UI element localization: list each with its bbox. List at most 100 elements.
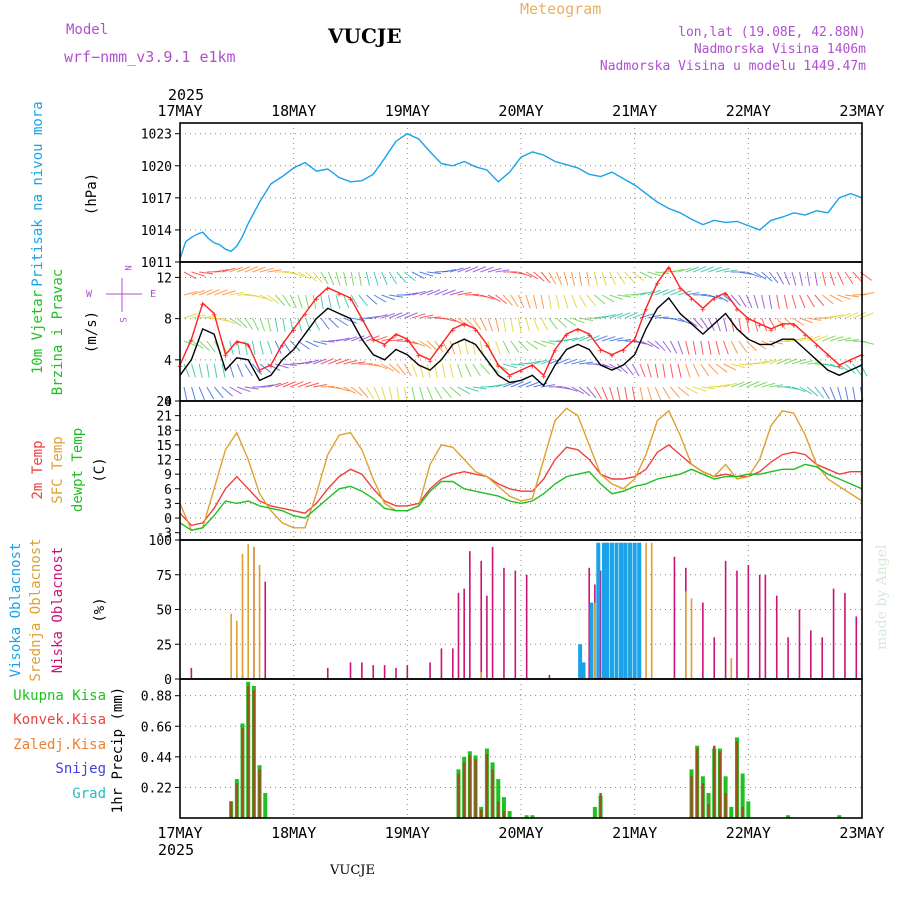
wind-arrow <box>609 386 615 401</box>
wind-arrow <box>579 335 593 342</box>
wind-arrow <box>693 386 707 392</box>
precip-conv-bar <box>479 809 483 818</box>
wind-arrow <box>313 340 327 345</box>
wind-arrow <box>404 312 418 319</box>
wind-arrow <box>776 271 785 285</box>
cloud-high-bar <box>628 542 633 679</box>
wind-arrow <box>350 294 359 308</box>
cloud-high-bar <box>623 542 628 679</box>
wind-arrow <box>252 266 266 273</box>
cloud-low-bar <box>775 595 778 679</box>
wind-arrow <box>411 340 426 347</box>
precip-panel: 0.22 0.44 0.66 0.88 1hr Precip (mm) Ukupna … <box>13 678 863 819</box>
wind-arrow <box>404 271 416 282</box>
wind-arrow <box>594 335 608 342</box>
wind-arrow <box>221 317 235 325</box>
sfc_temp-line <box>179 407 863 532</box>
wind-arrow <box>525 340 538 350</box>
wind-arrow <box>343 386 357 394</box>
wind-arrow <box>761 271 773 282</box>
wind-arrow <box>206 363 210 378</box>
wind-arrow <box>351 335 365 342</box>
wind-arrow <box>670 386 680 398</box>
wind-arrow <box>267 382 282 388</box>
wind-arrow <box>305 294 310 309</box>
wind-arrow <box>191 386 196 401</box>
wind-arrow <box>297 381 312 388</box>
wind-arrow <box>525 317 531 332</box>
watermark: made by Angel <box>874 544 890 650</box>
precip-total-bar <box>263 792 268 818</box>
gust-point: + <box>814 341 820 351</box>
wind-arrow <box>669 363 674 378</box>
wind-arrow <box>822 315 837 319</box>
wind-arrow <box>191 271 206 277</box>
wind-arrow <box>305 359 320 365</box>
wind-arrow <box>487 294 501 302</box>
wind-arrow <box>639 386 644 401</box>
cloud-mid-bar <box>236 620 238 679</box>
wind-arrow <box>571 294 578 309</box>
gust-point: + <box>586 331 592 341</box>
gust-point: + <box>393 331 399 341</box>
time-axis-top: 17MAY 18MAY 19MAY 20MAY 21MAY 22MAY 23MAY <box>157 102 884 120</box>
wind-arrow <box>442 386 452 399</box>
wind-arrow <box>396 386 400 401</box>
wind-arrow <box>647 289 661 296</box>
precip-conv-bar <box>491 769 494 818</box>
wind-arrow <box>297 317 303 332</box>
compass-n: N <box>122 265 132 270</box>
wind-arrow <box>495 317 500 332</box>
wind-arrow <box>464 317 476 329</box>
wind-arrow <box>403 363 412 377</box>
y-tick-label: 21 <box>156 410 172 425</box>
wind-arrow <box>723 363 737 371</box>
wind-arrow <box>411 386 416 401</box>
wind-arrow <box>183 363 190 378</box>
wind-arrow <box>791 386 806 392</box>
gust-point: + <box>712 295 718 305</box>
wind-arrow <box>647 271 662 277</box>
cloud-low-bar <box>326 667 329 679</box>
cloud-mid-bar <box>645 542 647 679</box>
cloud-mid-bar <box>594 602 596 679</box>
wind-arrow <box>753 360 768 365</box>
wind-arrow <box>343 271 348 286</box>
wind-arrow <box>685 386 699 395</box>
wind-arrow <box>267 340 273 355</box>
wind-arrow <box>799 271 803 286</box>
wind-arrow <box>487 317 493 332</box>
wind-arrow <box>518 381 532 388</box>
cloud-low-bar <box>372 665 375 679</box>
model-altitude-text: Nadmorska Visina u modelu 1449.47m <box>600 59 866 74</box>
gust-point: + <box>541 372 547 382</box>
wind-arrow <box>670 268 685 273</box>
wind-arrow <box>563 358 578 365</box>
wind-arrow <box>275 381 289 388</box>
y-tick-label: 1020 <box>141 160 172 175</box>
wind-arrow <box>198 386 205 401</box>
wind-arrow <box>267 317 272 332</box>
precip-conv-bar <box>252 690 256 818</box>
wind-arrow <box>259 363 272 374</box>
wind_speed-line <box>179 296 863 387</box>
precip-conv-bar <box>235 783 239 818</box>
wind-arrow <box>191 363 196 378</box>
gust-point: + <box>598 347 604 357</box>
wind-arrow <box>426 386 434 401</box>
y-tick-label: 0.88 <box>141 690 172 705</box>
wind-arrow <box>381 312 396 319</box>
wind-arrow <box>845 294 860 298</box>
wind-arrow <box>563 317 577 326</box>
gust-point: + <box>768 326 774 336</box>
wind-arrow <box>464 340 469 355</box>
wind-arrow <box>457 386 471 395</box>
gust-point: + <box>621 347 627 357</box>
precip-total-bar <box>729 806 734 818</box>
wind-arrow <box>373 271 379 286</box>
wind-arrow <box>252 363 263 375</box>
wind-arrow <box>449 363 454 378</box>
wind-arrow <box>305 382 320 388</box>
y-tick-label: 18 <box>156 424 172 439</box>
gust-point: + <box>257 367 263 377</box>
